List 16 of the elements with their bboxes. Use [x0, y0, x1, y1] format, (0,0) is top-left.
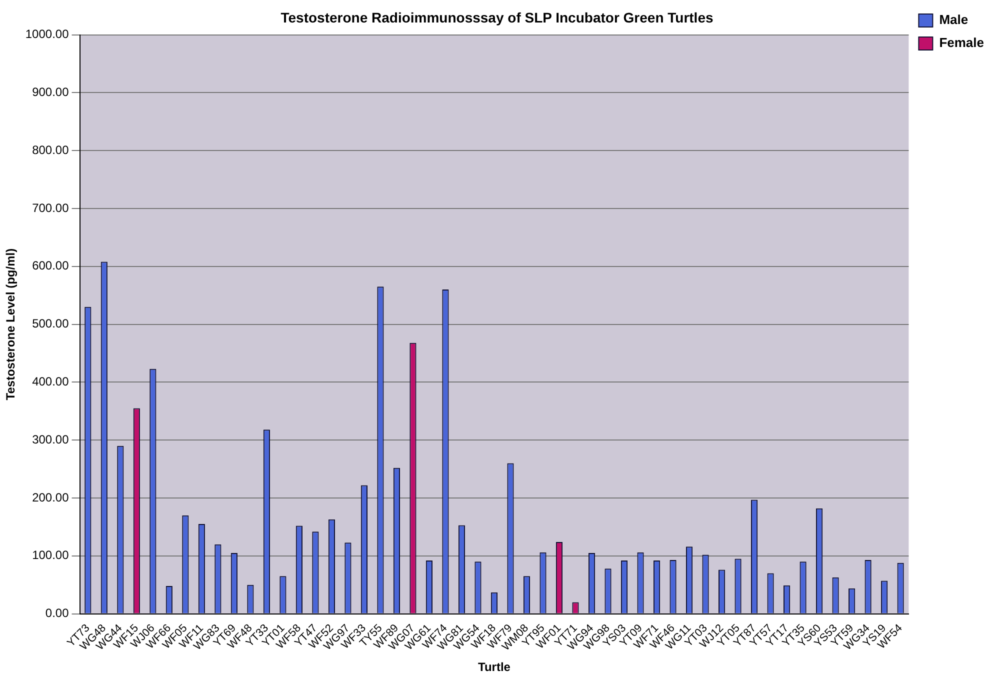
- y-tick-label: 300.00: [32, 432, 70, 446]
- y-tick-label: 600.00: [32, 258, 70, 273]
- y-tick-label: 700.00: [32, 200, 70, 215]
- y-tick-label: 0.00: [45, 606, 70, 620]
- y-tick-label: 900.00: [32, 85, 70, 100]
- y-tick-label: 1000.00: [25, 27, 70, 42]
- y-tick-label: 200.00: [32, 490, 70, 504]
- y-tick-label: 500.00: [32, 316, 70, 331]
- y-tick-label: 800.00: [32, 142, 70, 157]
- y-axis-title: Testosterone Level (pg/ml): [4, 248, 18, 400]
- legend-label: Female: [939, 35, 984, 50]
- y-tick-label: 400.00: [32, 374, 70, 389]
- x-axis-title: Turtle: [478, 660, 511, 674]
- y-tick-label: 100.00: [32, 548, 70, 562]
- legend-label: Male: [939, 12, 968, 28]
- chart-title: Testosterone Radioimmunosssay of SLP Incubator Green Turtles: [280, 9, 714, 26]
